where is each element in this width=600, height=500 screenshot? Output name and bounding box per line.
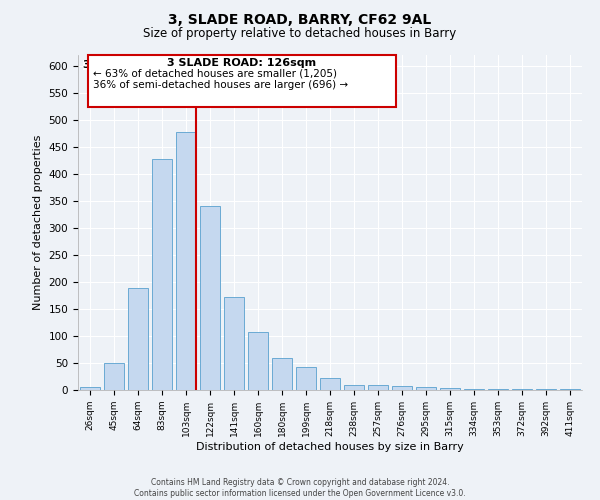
- Bar: [560, 389, 580, 390]
- Text: ← 63% of detached houses are smaller (1,205): ← 63% of detached houses are smaller (1,…: [93, 68, 337, 78]
- Bar: [224, 297, 244, 390]
- Text: 36% of semi-detached houses are larger (696) →: 36% of semi-detached houses are larger (…: [93, 80, 348, 90]
- Text: Contains HM Land Registry data © Crown copyright and database right 2024.
Contai: Contains HM Land Registry data © Crown c…: [134, 478, 466, 498]
- Bar: [320, 378, 340, 390]
- Bar: [248, 332, 268, 390]
- X-axis label: Distribution of detached houses by size in Barry: Distribution of detached houses by size …: [196, 442, 464, 452]
- Bar: [392, 386, 412, 390]
- Text: 3 SLADE ROAD: 126sqm: 3 SLADE ROAD: 126sqm: [167, 58, 316, 68]
- Bar: [416, 388, 436, 390]
- Bar: [128, 288, 148, 390]
- Bar: [344, 384, 364, 390]
- Text: 3 SLADE ROAD: 126sqm: 3 SLADE ROAD: 126sqm: [83, 60, 232, 70]
- Bar: [104, 363, 124, 390]
- Bar: [440, 388, 460, 390]
- Bar: [152, 158, 172, 390]
- Bar: [176, 132, 196, 390]
- Bar: [368, 384, 388, 390]
- Bar: [272, 358, 292, 390]
- Text: 3, SLADE ROAD, BARRY, CF62 9AL: 3, SLADE ROAD, BARRY, CF62 9AL: [169, 12, 431, 26]
- Text: Size of property relative to detached houses in Barry: Size of property relative to detached ho…: [143, 28, 457, 40]
- Bar: [200, 206, 220, 390]
- Bar: [80, 388, 100, 390]
- Bar: [464, 389, 484, 390]
- FancyBboxPatch shape: [88, 55, 395, 107]
- Bar: [296, 367, 316, 390]
- Y-axis label: Number of detached properties: Number of detached properties: [33, 135, 43, 310]
